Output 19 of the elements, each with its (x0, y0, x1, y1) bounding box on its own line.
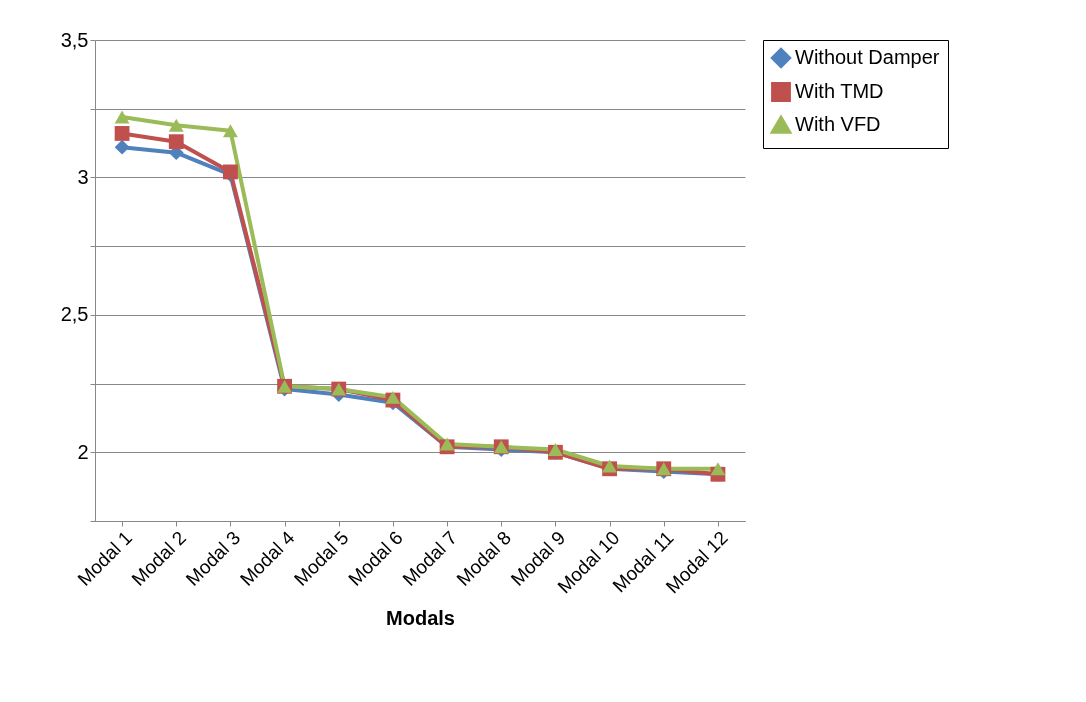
point (114, 110, 130, 124)
point (548, 443, 563, 456)
point (385, 390, 401, 404)
point (223, 124, 238, 138)
y-tick-label: 3 (77, 165, 89, 188)
point (602, 459, 617, 473)
legend-label: With TMD (795, 80, 884, 102)
point (114, 139, 130, 155)
point (710, 462, 726, 476)
y-tick-label: 2,5 (60, 303, 89, 326)
y-tick-label: 3,5 (60, 28, 89, 51)
point (168, 134, 184, 150)
legend-label: With VFD (795, 113, 881, 135)
legend-label: Without Damper (795, 46, 940, 68)
point (114, 126, 130, 141)
point (439, 437, 455, 451)
y-tick-label: 2 (77, 440, 89, 463)
point (168, 118, 184, 132)
x-axis-title: Modals (386, 607, 455, 630)
